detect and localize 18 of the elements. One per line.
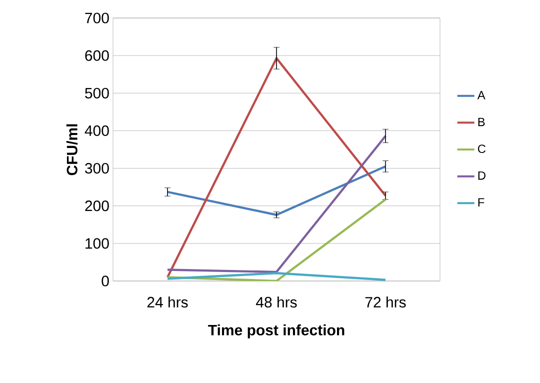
legend-label: C [478,144,486,154]
legend-label: B [478,118,485,126]
legend-label: A [477,91,486,100]
y-tick-label: 0 [102,276,109,286]
legend-label: D [478,171,486,180]
y-tick-label: 300 [85,162,109,174]
y-tick-label: 200 [85,200,109,212]
y-tick-label: 400 [84,125,109,136]
x-tick-label: 24 hrs [147,296,188,308]
legend-label: F [478,198,484,206]
x-axis-title: Time post infection [208,324,344,338]
y-tick-label: 600 [85,50,109,61]
x-tick-label: 72 hrs [365,296,406,308]
y-tick-label: 100 [86,238,109,249]
x-tick-label: 48 hrs [256,296,297,308]
y-tick-label: 700 [85,12,109,24]
y-axis-title: CFU/ml [66,124,78,176]
y-tick-label: 500 [85,88,109,98]
